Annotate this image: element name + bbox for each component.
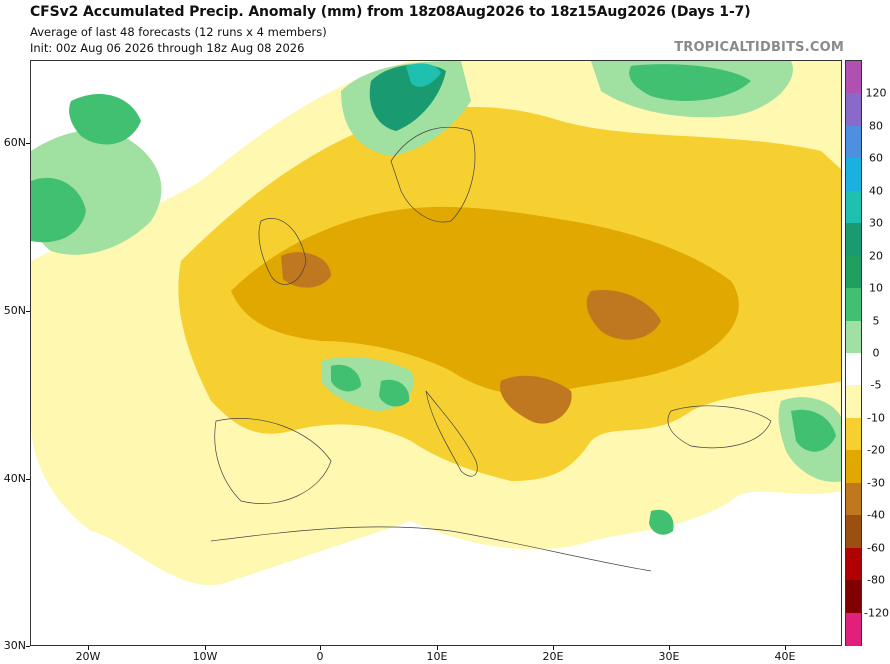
colorbar-label: 40 [869, 184, 883, 198]
map-title: CFSv2 Accumulated Precip. Anomaly (mm) f… [30, 4, 751, 20]
coastline-hint-north-africa [210, 526, 652, 572]
anomaly-field-green-alps-core [331, 364, 361, 392]
coastline-hint-black-sea [667, 405, 772, 449]
anomaly-field-green-alps-core2 [379, 379, 410, 407]
colorbar-segment [846, 353, 861, 387]
coastline-hint-iberia [214, 418, 332, 504]
colorbar-segment [846, 158, 861, 192]
colorbar-segment [846, 223, 861, 257]
colorbar-segment [846, 255, 861, 289]
anomaly-field-green-caucasus-core [791, 409, 836, 452]
lat-label-30n: 30N [3, 639, 26, 652]
lon-tick-0 [320, 646, 321, 650]
coastline-hint-scandinavia [390, 127, 476, 223]
colorbar-segment [846, 190, 861, 224]
lon-tick-40e [785, 646, 786, 650]
colorbar-label: -80 [867, 573, 885, 587]
anomaly-field-green-atlantic-north [69, 93, 141, 145]
colorbar-label: 80 [869, 119, 883, 133]
anomaly-field-brown-2 [586, 290, 661, 340]
colorbar-label: 5 [872, 314, 880, 328]
lon-tick-30e [669, 646, 670, 650]
anomaly-field-teal-norway [406, 63, 441, 87]
lon-label-30e: 30E [658, 650, 680, 663]
colorbar-segment [846, 61, 861, 95]
colorbar-label: -30 [867, 476, 885, 490]
lon-label-0: 0 [316, 650, 324, 663]
lat-label-60n: 60N [3, 136, 26, 149]
lon-label-40e: 40E [774, 650, 796, 663]
coastline-hint-britain [258, 218, 307, 285]
lon-tick-20e [553, 646, 554, 650]
lat-tick-50n [26, 311, 30, 312]
lat-label-40n: 40N [3, 472, 26, 485]
map-subtitle-forecasts: Average of last 48 forecasts (12 runs x … [30, 25, 327, 39]
lon-label-20w: 20W [75, 650, 101, 663]
anomaly-field-orange [231, 206, 739, 395]
lat-label-50n: 50N [3, 304, 26, 317]
colorbar-segment [846, 547, 861, 581]
colorbar-segment [846, 385, 861, 419]
precip-anomaly-map [30, 60, 842, 646]
colorbar-label: 10 [869, 281, 883, 295]
lat-tick-40n [26, 479, 30, 480]
colorbar-segment [846, 93, 861, 127]
colorbar-segment [846, 450, 861, 484]
colorbar-segment [846, 612, 861, 646]
lon-label-10w: 10W [192, 650, 218, 663]
anomaly-field-brown-1 [500, 375, 572, 424]
colorbar-segment [846, 580, 861, 614]
colorbar-label: 60 [869, 151, 883, 165]
colorbar-segment [846, 125, 861, 159]
colorbar [845, 60, 862, 646]
colorbar-segment [846, 515, 861, 549]
map-subtitle-init: Init: 00z Aug 06 2026 through 18z Aug 08… [30, 41, 305, 55]
colorbar-label: 20 [869, 249, 883, 263]
colorbar-segment [846, 417, 861, 451]
colorbar-label: 120 [865, 86, 887, 100]
colorbar-label: -20 [867, 443, 885, 457]
lon-tick-10w [205, 646, 206, 650]
colorbar-segment [846, 288, 861, 322]
brand-watermark: TROPICALTIDBITS.COM [674, 40, 844, 55]
coastline-hint-italy [425, 390, 478, 477]
lon-tick-20w [88, 646, 89, 650]
lon-label-10e: 10E [426, 650, 448, 663]
colorbar-label: -120 [864, 606, 889, 620]
colorbar-label: 0 [872, 346, 880, 360]
anomaly-field-green-atlantic-core [31, 177, 86, 243]
lon-tick-10e [437, 646, 438, 650]
anomaly-field-green-turkey [649, 509, 674, 535]
lat-tick-60n [26, 143, 30, 144]
lat-tick-30n [26, 646, 30, 647]
colorbar-label: -40 [867, 508, 885, 522]
colorbar-segment [846, 482, 861, 516]
anomaly-field-green-north-core [629, 64, 751, 101]
colorbar-label: -10 [867, 411, 885, 425]
colorbar-label: -5 [870, 378, 882, 392]
colorbar-segment [846, 320, 861, 354]
lon-label-20e: 20E [542, 650, 564, 663]
anomaly-field-brown-3 [281, 252, 331, 288]
colorbar-label: -60 [867, 541, 885, 555]
colorbar-label: 30 [869, 216, 883, 230]
